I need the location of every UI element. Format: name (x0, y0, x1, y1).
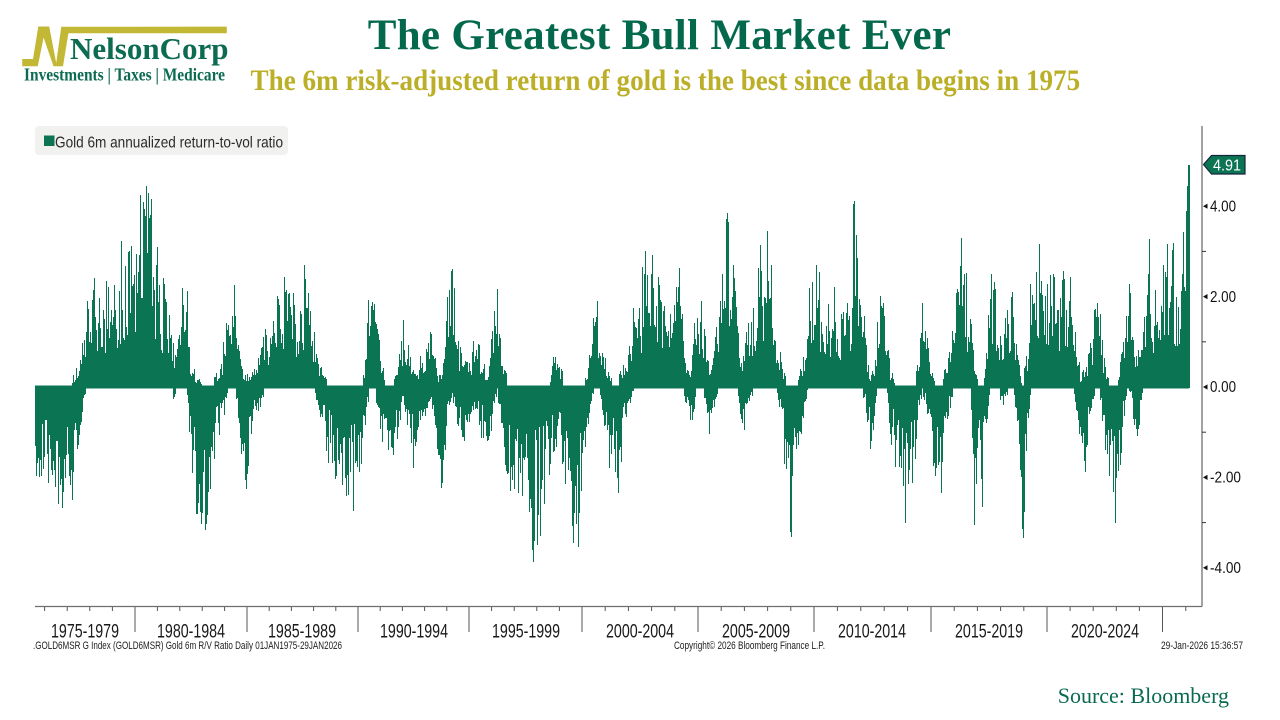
svg-text:-2.00: -2.00 (1210, 470, 1241, 487)
svg-text:2015-2019: 2015-2019 (955, 622, 1023, 643)
svg-text:2020-2024: 2020-2024 (1071, 622, 1139, 643)
svg-text:2005-2009: 2005-2009 (722, 622, 790, 643)
svg-text:2010-2014: 2010-2014 (838, 622, 906, 643)
svg-text:1975-1979: 1975-1979 (51, 622, 119, 643)
svg-text:2.00: 2.00 (1210, 289, 1236, 306)
svg-text:1980-1984: 1980-1984 (157, 622, 225, 643)
svg-text:Investments | Taxes | Medicare: Investments | Taxes | Medicare (24, 65, 225, 85)
svg-text:29-Jan-2026 15:36:57: 29-Jan-2026 15:36:57 (1161, 640, 1243, 652)
svg-text:4.91: 4.91 (1213, 158, 1241, 175)
svg-text:1990-1994: 1990-1994 (380, 622, 448, 643)
svg-text:Copyright© 2026 Bloomberg Fina: Copyright© 2026 Bloomberg Finance L.P. (674, 640, 825, 652)
svg-text:0.00: 0.00 (1210, 379, 1236, 396)
svg-text:1985-1989: 1985-1989 (268, 622, 336, 643)
svg-text:NelsonCorp: NelsonCorp (70, 31, 228, 66)
svg-text:-4.00: -4.00 (1210, 560, 1241, 577)
svg-text:1995-1999: 1995-1999 (492, 622, 560, 643)
svg-text:2000-2004: 2000-2004 (606, 622, 674, 643)
svg-text:Gold 6m annualized return-to-v: Gold 6m annualized return-to-vol ratio (55, 135, 283, 152)
svg-text:.GOLD6MSR G Index (GOLD6MSR) G: .GOLD6MSR G Index (GOLD6MSR) Gold 6m R/V… (33, 640, 342, 652)
svg-text:4.00: 4.00 (1210, 198, 1236, 215)
